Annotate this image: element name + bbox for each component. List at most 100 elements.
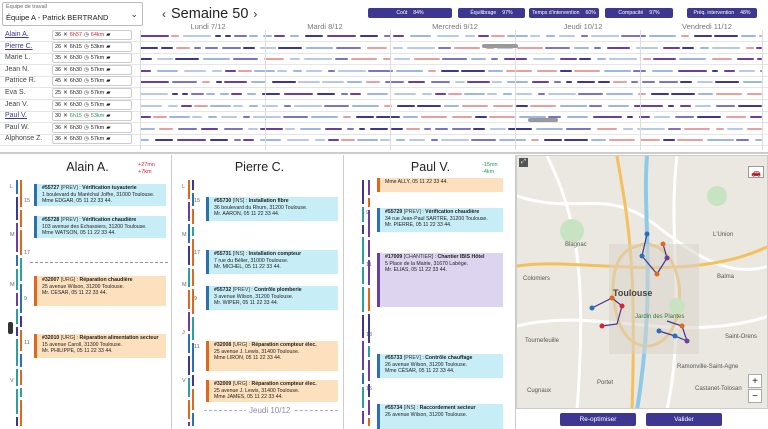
gantt-task-bar[interactable] [287,139,309,142]
gantt-task-bar[interactable] [516,104,528,107]
gantt-task-bar[interactable] [231,93,242,95]
gantt-task-bar[interactable] [215,35,221,37]
gantt-task-bar[interactable] [391,127,403,130]
intervention-card[interactable]: #55728 [PREV] : Vérification chaudière 1… [34,216,166,238]
gantt-task-bar[interactable] [471,139,496,142]
gantt-task-bar[interactable] [579,58,591,61]
gantt-task-bar[interactable] [597,58,606,61]
gantt-task-bar[interactable] [633,69,646,72]
next-week-button[interactable]: › [253,7,258,21]
gantt-task-bar[interactable] [407,46,435,49]
gantt-task-bar[interactable] [454,46,480,49]
gantt-task-bar[interactable] [324,104,349,107]
gantt-task-bar[interactable] [724,69,735,72]
gantt-task-bar[interactable] [651,93,669,95]
gantt-task-bar[interactable] [636,46,658,49]
gantt-task-bar[interactable] [681,35,689,37]
gantt-task-bar[interactable] [383,58,391,61]
gantt-task-bar[interactable] [682,46,694,49]
gantt-task-bar[interactable] [491,35,505,37]
gantt-task-bar[interactable] [448,93,462,95]
gantt-task-bar[interactable] [424,127,431,130]
gantt-task-bar[interactable] [409,139,425,142]
gantt-task-bar[interactable] [393,35,404,37]
gantt-task-bar[interactable] [205,46,218,49]
gantt-task-bar[interactable] [417,104,441,107]
route-map[interactable]: Toulouse Blagnac Jardin des Plantes Colo… [516,155,768,409]
gantt-task-bar[interactable] [623,127,633,130]
gantt-task-bar[interactable] [574,46,589,49]
technician-row[interactable]: Jean V. 36 ✕ 6h30 ◷ 57km ▰ [0,99,768,111]
gantt-task-bar[interactable] [304,58,332,61]
gantt-task-bar[interactable] [712,46,740,49]
gantt-task-bar[interactable] [737,58,754,61]
gantt-task-bar[interactable] [441,139,469,142]
technician-row[interactable]: Marie L. 35 ✕ 6h30 ◷ 57km ▰ [0,53,768,64]
gantt-task-bar[interactable] [680,104,691,107]
gantt-task-bar[interactable] [176,46,190,49]
gantt-task-bar[interactable] [452,127,471,130]
gantt-task-bar[interactable] [370,127,388,130]
gantt-task-bar[interactable] [159,127,173,130]
gantt-task-bar[interactable] [347,127,354,130]
technician-name[interactable]: Paul W. [5,123,30,131]
gantt-task-bar[interactable] [680,81,692,84]
gantt-task-bar[interactable] [532,81,549,84]
gantt-task-bar[interactable] [294,104,322,107]
gantt-task-bar[interactable] [591,35,619,37]
gantt-task-bar[interactable] [298,81,320,84]
gantt-task-bar[interactable] [609,139,635,142]
gantt-task-bar[interactable] [243,116,250,119]
gantt-task-bar[interactable] [609,58,637,61]
gantt-task-bar[interactable] [490,127,506,130]
gantt-task-bar[interactable] [290,35,299,37]
technician-row[interactable]: Jean N. 36 ✕ 6h30 ◷ 57km ▰ [0,64,768,76]
gantt-task-bar[interactable] [177,139,206,142]
technician-name[interactable]: Pierre C. [5,42,33,50]
gantt-task-bar[interactable] [488,69,503,72]
technician-row[interactable]: Paul V. 30 ✕ 6h15 ◷ 53km ▰ [0,111,768,122]
gantt-task-bar[interactable] [678,69,707,72]
gantt-task-bar[interactable] [507,35,528,37]
gantt-task-bar[interactable] [202,81,210,84]
gantt-task-bar[interactable] [410,35,431,37]
gantt-task-bar[interactable] [627,116,633,119]
gantt-task-bar[interactable] [172,93,178,95]
technician-row[interactable]: Patrice R. 45 ✕ 6h30 ◷ 57km ▰ [0,76,768,87]
gantt-task-bar[interactable] [559,35,575,37]
gantt-task-bar[interactable] [384,104,392,107]
technician-name[interactable]: Alain A. [5,31,29,38]
team-selector[interactable]: Équipe de travail Équipe A - Patrick BER… [2,2,143,26]
gantt-task-bar[interactable] [338,69,366,72]
gantt-task-bar[interactable] [172,81,197,84]
gantt-task-bar[interactable] [593,116,622,119]
gantt-task-bar[interactable] [700,46,709,49]
gantt-task-bar[interactable] [431,81,450,84]
gantt-task-bar[interactable] [531,139,539,142]
gantt-task-bar[interactable] [403,116,418,119]
gantt-task-bar[interactable] [465,35,475,37]
gantt-task-bar[interactable] [637,127,665,130]
gantt-task-bar[interactable] [182,93,188,95]
gantt-task-bar[interactable] [224,127,243,130]
gantt-task-bar[interactable] [677,139,703,142]
gantt-task-bar[interactable] [283,116,308,119]
gantt-task-bar[interactable] [684,127,710,130]
gantt-task-bar[interactable] [462,104,488,107]
gantt-task-bar[interactable] [663,46,680,49]
gantt-task-bar[interactable] [251,81,266,84]
gantt-task-bar[interactable] [171,35,179,37]
gantt-task-bar[interactable] [679,58,706,61]
technician-name[interactable]: Patrice R. [5,77,36,85]
gantt-task-bar[interactable] [738,104,762,107]
gantt-task-bar[interactable] [184,69,206,72]
gantt-task-bar[interactable] [716,104,735,107]
gantt-task-bar[interactable] [492,81,502,84]
gantt-task-bar[interactable] [548,116,561,119]
technician-row[interactable]: Pierre C. 26 ✕ 6h15 ◷ 53km ▰ [0,41,768,53]
gantt-task-bar[interactable] [272,81,296,84]
gantt-task-bar[interactable] [663,139,675,142]
gantt-task-bar[interactable] [367,46,387,49]
gantt-task-bar[interactable] [467,81,490,84]
intervention-card[interactable]: #55733 [PREV] : Contrôle chauffage 26 av… [377,354,503,378]
